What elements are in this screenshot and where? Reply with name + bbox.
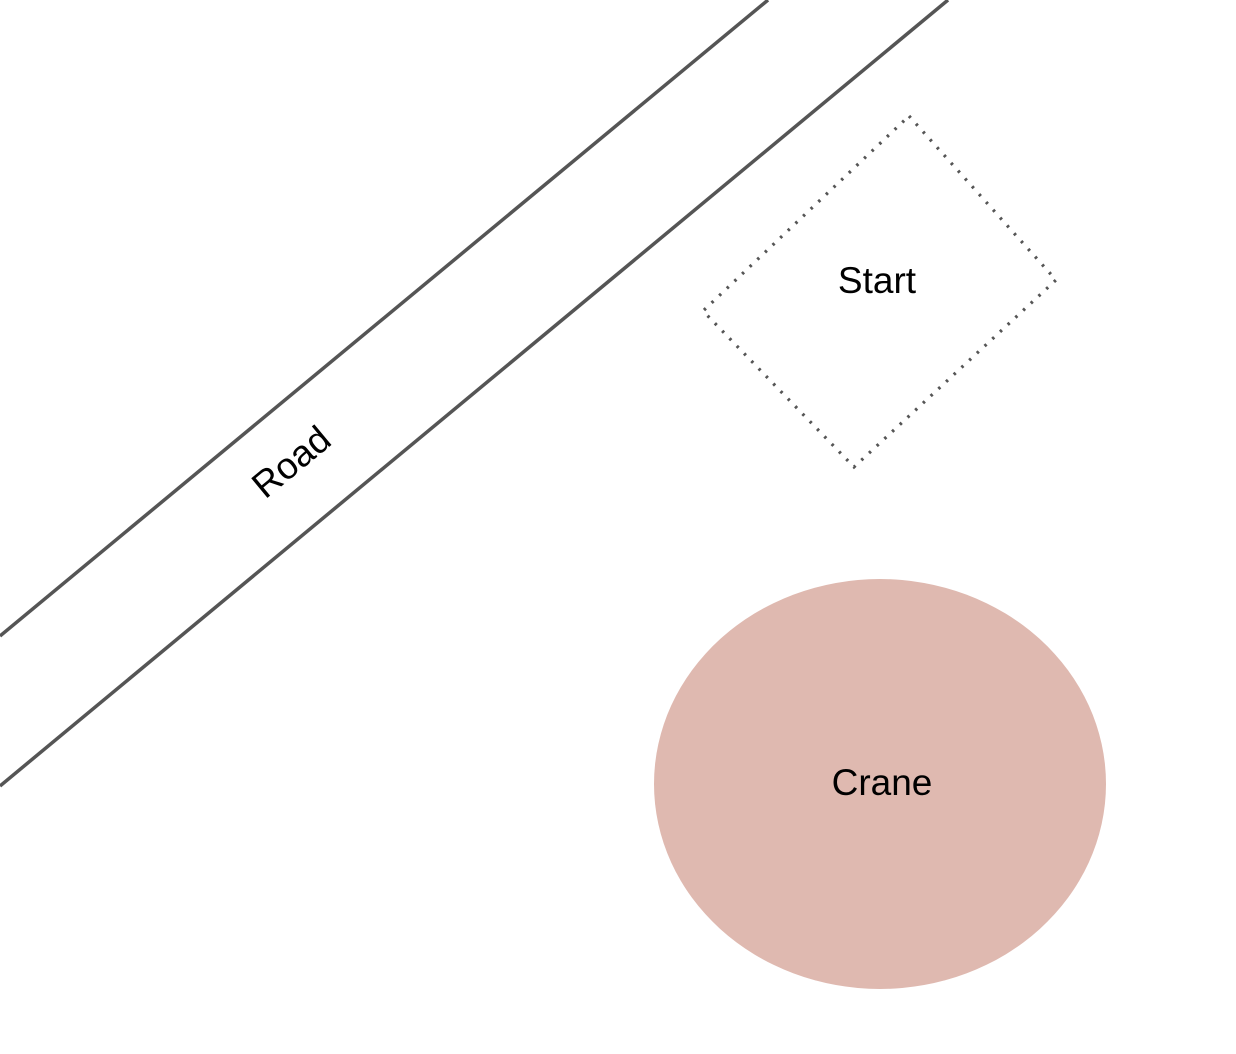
road-edge-lower (0, 0, 950, 788)
crane-label: Crane (832, 762, 933, 803)
road-edge-upper (0, 0, 770, 638)
start-zone-outline (700, 113, 1059, 470)
crane-circle (654, 579, 1106, 989)
start-label: Start (838, 260, 917, 301)
road-label: Road (244, 418, 338, 506)
crane: Crane (654, 579, 1106, 989)
start-zone: Start (700, 113, 1059, 470)
